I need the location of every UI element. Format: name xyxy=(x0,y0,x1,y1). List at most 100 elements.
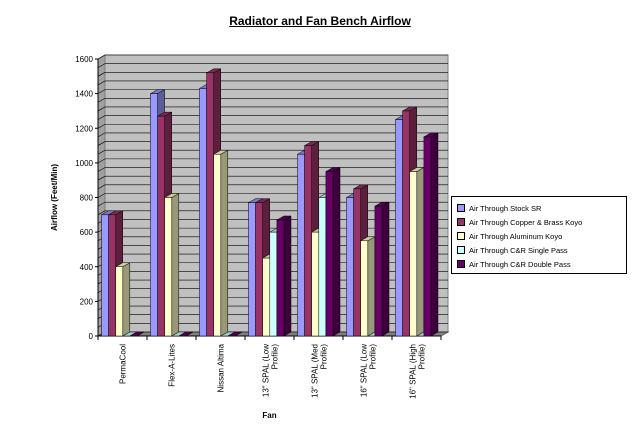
bar-front xyxy=(206,72,214,337)
bar-front xyxy=(199,88,207,337)
bar-front xyxy=(423,136,432,337)
x-tick-label: Flex-A-Lites xyxy=(168,344,177,387)
gridline xyxy=(97,72,448,77)
bar xyxy=(114,262,131,337)
bar xyxy=(408,167,425,337)
legend-item: Air Through Stock SR xyxy=(457,201,626,215)
bar-front xyxy=(269,231,278,337)
bar xyxy=(226,331,243,337)
bar-front xyxy=(360,240,369,337)
legend-swatch xyxy=(457,218,465,226)
gridline xyxy=(97,141,448,146)
legend-label: Air Through Aluminum Koyo xyxy=(469,231,563,241)
bar-side xyxy=(122,262,131,337)
bar-top xyxy=(177,331,194,337)
bar-front xyxy=(262,257,271,337)
bar-front xyxy=(248,202,256,337)
bar-front xyxy=(353,188,361,337)
bar-side xyxy=(171,193,180,337)
legend-item: Air Through Aluminum Koyo xyxy=(457,229,626,243)
bars xyxy=(100,68,439,337)
bar-front xyxy=(346,197,354,337)
gridline xyxy=(97,123,448,129)
bar-side xyxy=(220,149,229,337)
bar-front xyxy=(297,153,305,337)
y-tick-label: 600 xyxy=(80,228,94,237)
legend-label: Air Through C&R Double Pass xyxy=(469,259,571,269)
x-tick-label: PermaCool xyxy=(119,344,128,384)
bar xyxy=(422,132,439,337)
bar-front xyxy=(108,214,116,337)
bar-front xyxy=(101,214,109,337)
bar xyxy=(373,201,390,337)
bar-front xyxy=(325,171,334,337)
bar-front xyxy=(304,145,312,337)
bar-front xyxy=(115,266,124,337)
y-tick-label: 1400 xyxy=(75,90,93,99)
x-tick-label: Nissan Altima xyxy=(217,343,226,392)
legend-swatch xyxy=(457,204,465,212)
bar-front xyxy=(150,93,158,337)
legend-swatch xyxy=(457,260,465,268)
bar-front xyxy=(409,171,418,337)
y-tick-label: 1000 xyxy=(75,159,93,168)
bar-top xyxy=(226,331,243,337)
y-tick-label: 1200 xyxy=(75,124,93,133)
legend-swatch xyxy=(457,232,465,240)
y-tick-label: 0 xyxy=(89,332,94,341)
bar-front xyxy=(164,197,173,337)
x-tick-label: 16" SPAL (HighProfile) xyxy=(409,344,427,399)
bar-front xyxy=(276,219,285,337)
legend-swatch xyxy=(457,246,465,254)
bar xyxy=(359,236,376,337)
legend-item: Air Through C&R Single Pass xyxy=(457,243,626,257)
bar-side xyxy=(283,215,292,337)
gridline xyxy=(97,54,448,60)
chart-title: Radiator and Fan Bench Airflow xyxy=(229,14,411,28)
y-tick-label: 400 xyxy=(80,263,94,272)
bar-top xyxy=(128,331,145,337)
legend: Air Through Stock SR Air Through Copper &… xyxy=(451,196,627,274)
bar-front xyxy=(402,110,410,337)
bar-side xyxy=(416,167,425,337)
y-axis-title: Airflow (Feet/Min) xyxy=(50,164,59,231)
gridline xyxy=(97,158,448,164)
gridline xyxy=(97,106,448,112)
bar-front xyxy=(311,231,320,337)
gridline xyxy=(97,149,448,155)
gridline xyxy=(97,89,448,94)
x-tick-label: 16" SPAL (LowProfile) xyxy=(360,344,378,397)
bar xyxy=(128,331,145,337)
bar xyxy=(212,149,229,337)
legend-item: Air Through C&R Double Pass xyxy=(457,257,626,271)
x-axis-title: Fan xyxy=(262,411,276,420)
gridline xyxy=(97,115,448,120)
y-tick-label: 1600 xyxy=(75,55,93,64)
legend-label: Air Through C&R Single Pass xyxy=(469,245,568,255)
gridline xyxy=(97,132,448,138)
bar-front xyxy=(318,197,327,337)
bar-front xyxy=(395,119,403,337)
bar-front xyxy=(374,205,383,337)
gridline xyxy=(97,80,448,86)
gridline xyxy=(97,63,448,68)
bar xyxy=(163,193,180,337)
bar-front xyxy=(213,153,222,337)
bar xyxy=(275,215,292,337)
legend-label: Air Through Copper & Brass Koyo xyxy=(469,217,583,227)
bar-side xyxy=(367,236,376,337)
legend-item: Air Through Copper & Brass Koyo xyxy=(457,215,626,229)
bar-front xyxy=(157,115,165,337)
bar xyxy=(324,167,341,337)
bar-side xyxy=(430,132,439,337)
gridline xyxy=(97,97,448,103)
x-tick-label: 13" SPAL (MedProfile) xyxy=(311,344,329,398)
x-tick-label: 13" SPAL (LowProfile) xyxy=(262,344,280,397)
y-tick-label: 800 xyxy=(80,194,94,203)
bar-side xyxy=(332,167,341,337)
bar xyxy=(177,331,194,337)
bar-side xyxy=(381,201,390,337)
axis-labels: 0 200 400 600 800 1000 1200 1400 1600 PermaCool Fl… xyxy=(50,55,427,420)
y-tick-label: 200 xyxy=(80,297,94,306)
